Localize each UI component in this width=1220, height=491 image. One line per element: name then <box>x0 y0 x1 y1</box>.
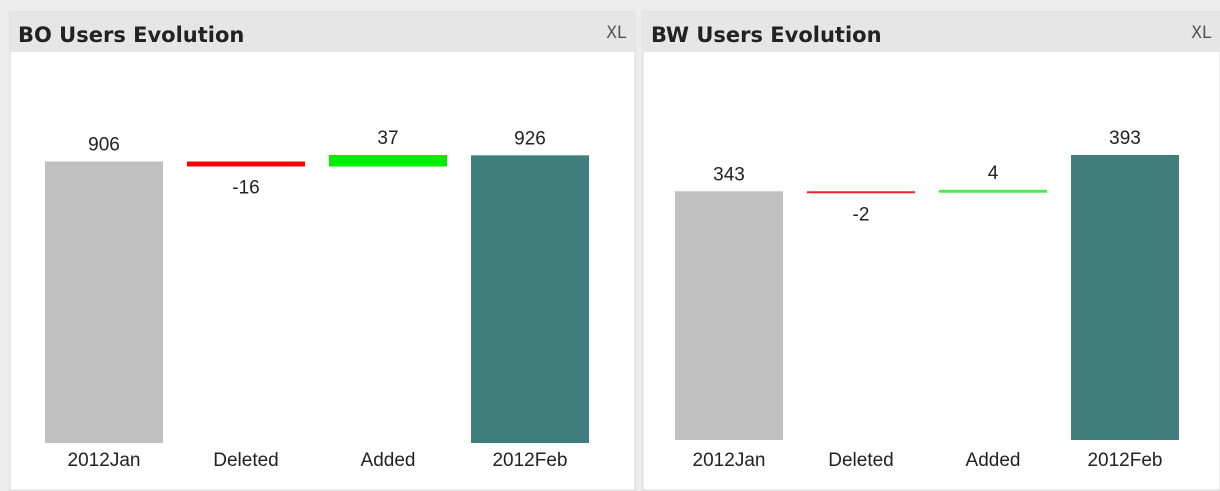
value-label: 4 <box>988 163 999 184</box>
xl-button[interactable]: XL <box>607 23 627 43</box>
bar <box>45 161 163 443</box>
xl-button[interactable]: XL <box>1192 23 1212 43</box>
panel-header <box>10 12 635 52</box>
value-label: 343 <box>713 164 745 185</box>
category-label: Added <box>361 450 416 471</box>
value-label: 393 <box>1109 128 1141 149</box>
bar <box>939 189 1047 193</box>
value-label: 906 <box>88 135 120 156</box>
bar <box>1071 155 1179 440</box>
category-label: Deleted <box>213 450 279 471</box>
bar <box>329 155 447 167</box>
category-label: 2012Feb <box>1087 450 1162 471</box>
value-label: 926 <box>514 128 546 149</box>
category-label: Added <box>966 450 1021 471</box>
bar <box>675 191 783 440</box>
value-label: -2 <box>853 204 870 225</box>
bar <box>187 161 305 167</box>
bar <box>807 191 915 194</box>
panel-title: BW Users Evolution <box>651 23 882 47</box>
value-label: 37 <box>377 128 398 149</box>
value-label: -16 <box>232 178 259 199</box>
panel-header <box>643 12 1220 52</box>
bar <box>471 155 589 444</box>
panel-title: BO Users Evolution <box>18 23 244 47</box>
category-label: 2012Jan <box>693 450 766 471</box>
category-label: 2012Feb <box>492 450 567 471</box>
category-label: 2012Jan <box>68 450 141 471</box>
category-label: Deleted <box>828 450 894 471</box>
